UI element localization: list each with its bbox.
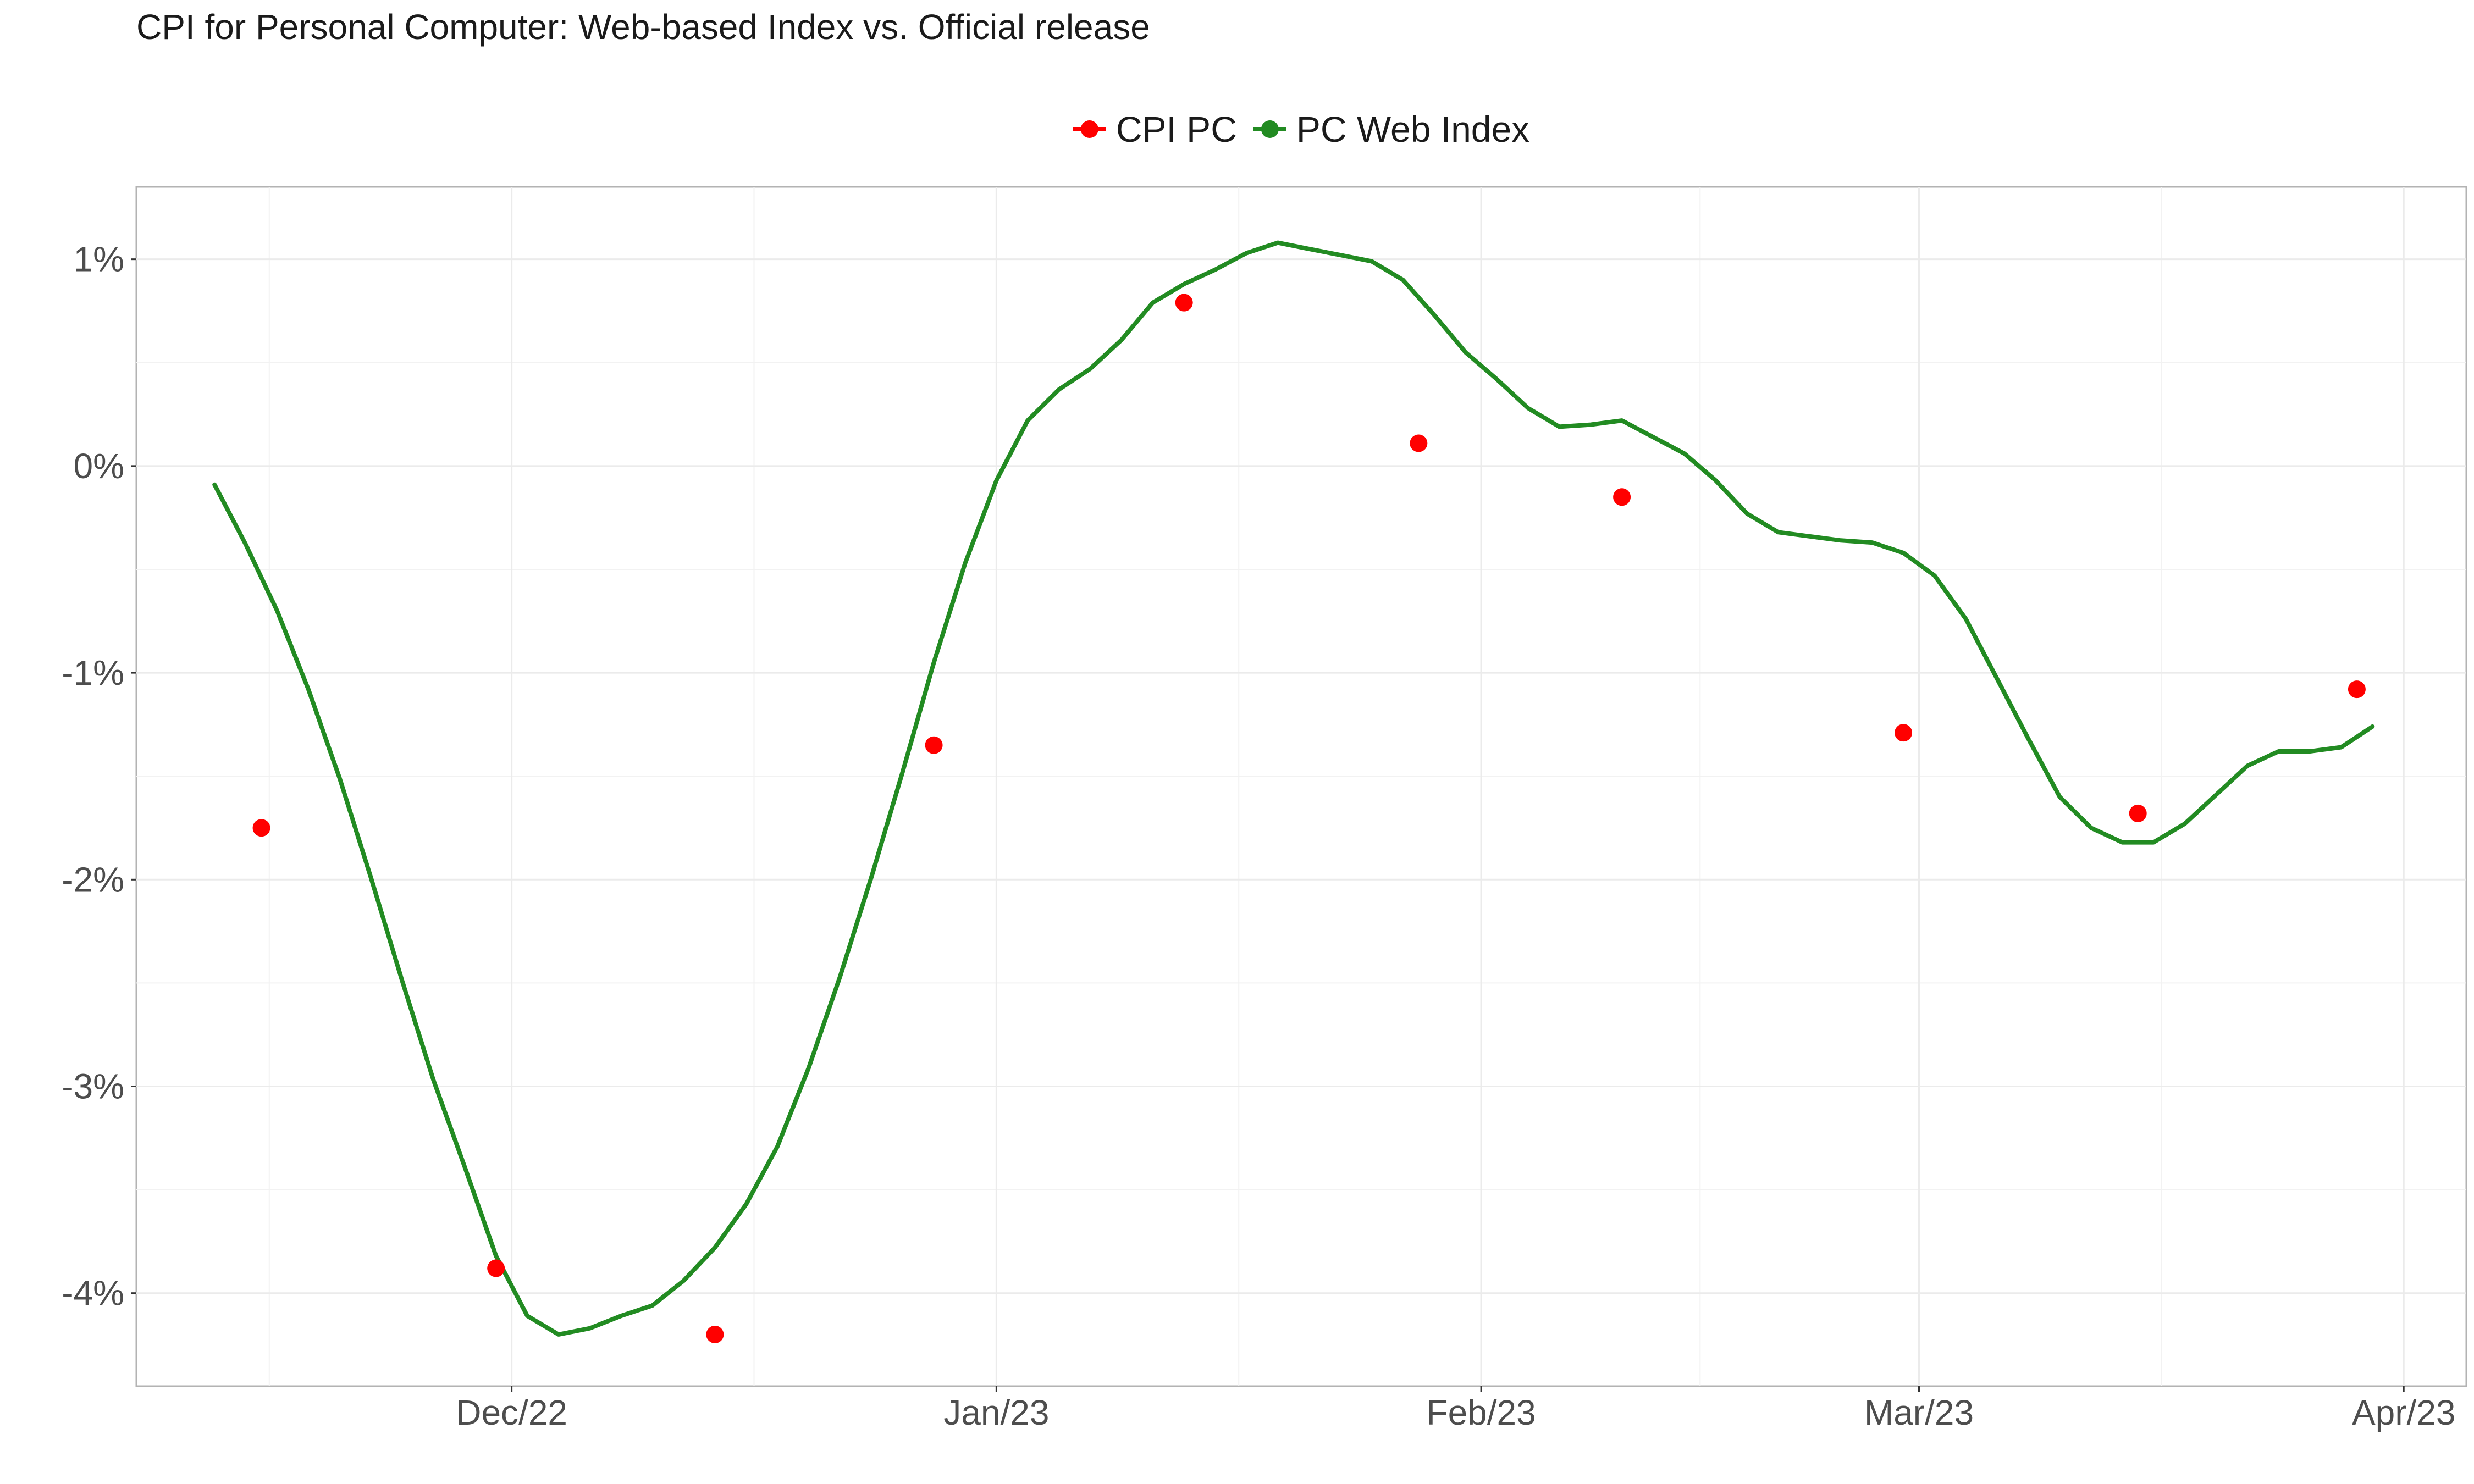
plot-area xyxy=(135,186,2467,1387)
x-tick-label: Apr/23 xyxy=(2352,1393,2456,1432)
point-cpi-pc xyxy=(1410,434,1428,452)
point-cpi-pc xyxy=(1613,488,1631,506)
x-axis: Dec/22 Jan/23 Feb/23 Mar/23 Apr/23 xyxy=(456,1386,2456,1432)
x-tick-label: Feb/23 xyxy=(1426,1393,1536,1432)
y-tick-label: -2% xyxy=(62,860,124,899)
point-cpi-pc xyxy=(2348,680,2366,699)
x-tick-label: Jan/23 xyxy=(943,1393,1049,1432)
point-cpi-pc xyxy=(2129,804,2147,822)
point-cpi-pc xyxy=(1895,724,1913,742)
x-tick-label: Dec/22 xyxy=(456,1393,567,1432)
y-axis: 1% 0% -1% -2% -3% -4% xyxy=(62,240,136,1313)
x-tick-label: Mar/23 xyxy=(1864,1393,1974,1432)
legend-label: CPI PC xyxy=(1116,109,1237,149)
chart-title: CPI for Personal Computer: Web-based Ind… xyxy=(136,7,1150,47)
legend-key-point xyxy=(1261,120,1279,138)
legend-label: PC Web Index xyxy=(1296,109,1529,149)
point-cpi-pc xyxy=(925,736,943,754)
point-cpi-pc xyxy=(487,1259,505,1277)
y-tick-label: 0% xyxy=(74,446,125,486)
legend-key-point xyxy=(1080,120,1098,138)
line-pc-web-index xyxy=(212,240,2375,1337)
y-tick-label: -4% xyxy=(62,1273,124,1313)
point-cpi-pc xyxy=(706,1325,724,1343)
point-cpi-pc xyxy=(1175,294,1193,312)
y-tick-label: -1% xyxy=(62,653,124,693)
point-cpi-pc xyxy=(252,819,270,837)
y-tick-label: -3% xyxy=(62,1067,124,1106)
series-cpi-pc xyxy=(252,294,2366,1343)
grid xyxy=(136,187,2466,1386)
y-tick-label: 1% xyxy=(74,240,125,279)
series-pc-web-index xyxy=(212,240,2375,1337)
legend: CPI PC PC Web Index xyxy=(1073,109,1529,149)
